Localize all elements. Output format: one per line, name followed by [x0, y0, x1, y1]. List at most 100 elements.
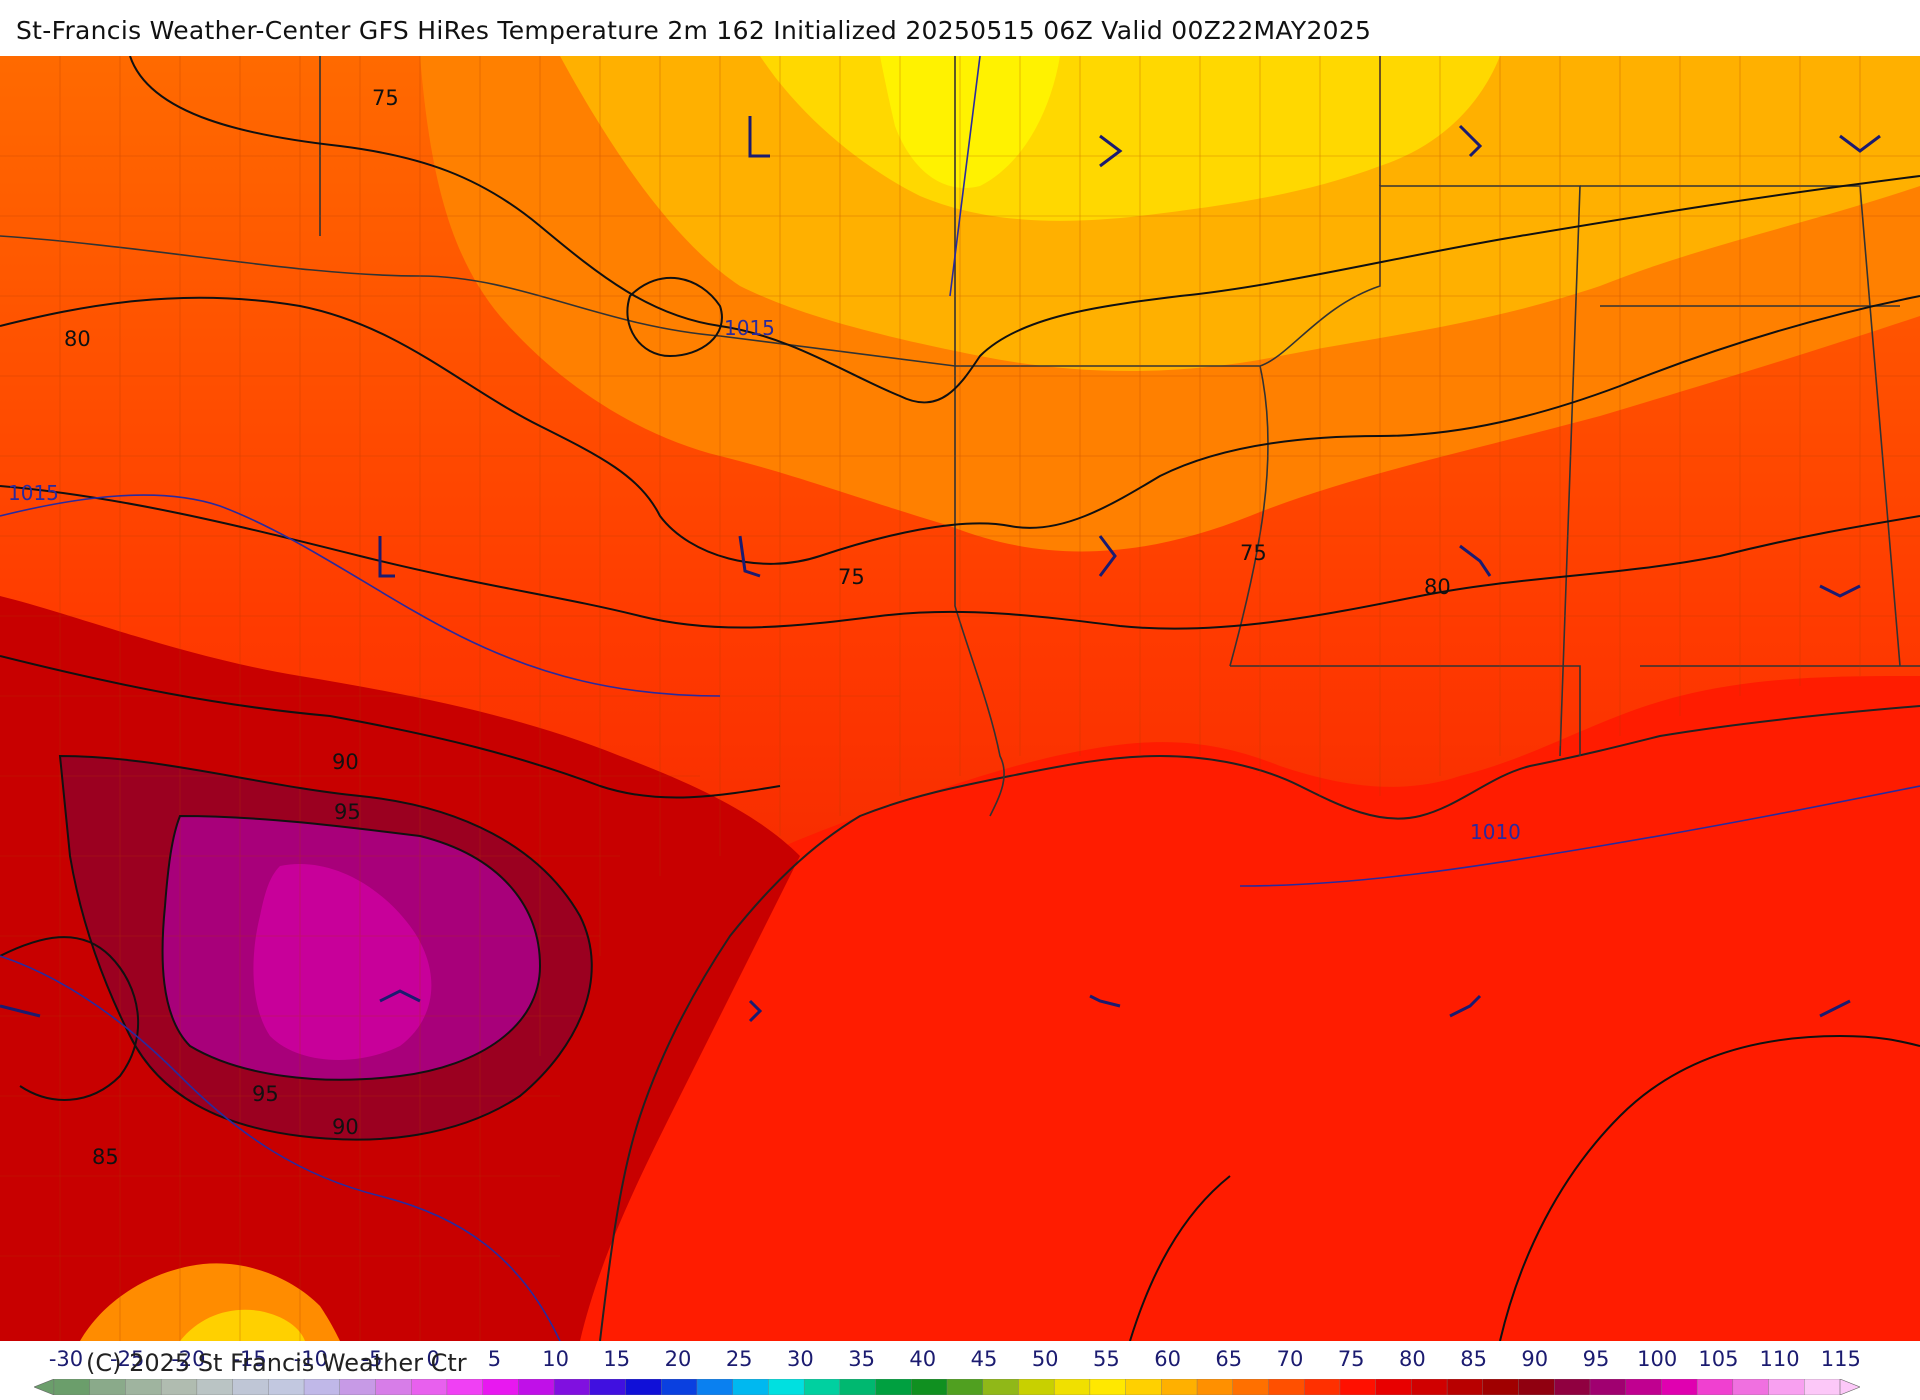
colorbar-tick: 5	[487, 1347, 502, 1371]
isobar-label-1010: 1010	[1470, 820, 1521, 844]
colorbar-tick: 100	[1637, 1347, 1678, 1371]
colorbar-cell	[89, 1379, 127, 1395]
colorbar-tick: 50	[1031, 1347, 1059, 1371]
colorbar-cell	[1232, 1379, 1270, 1395]
colorbar-cell	[1768, 1379, 1805, 1395]
colorbar-tick: 115	[1820, 1347, 1861, 1371]
colorbar-tick: 10	[542, 1347, 569, 1371]
colorbar-tick: 65	[1215, 1347, 1243, 1371]
temperature-colorbar: -30 -25 -20 -15 -10 -5 0 5 10 15 20 25 30 35 40 45 50 55 6…	[0, 1341, 1920, 1400]
isobar-label-1015-west: 1015	[8, 481, 59, 505]
colorbar-cell	[339, 1379, 377, 1395]
colorbar-cell	[875, 1379, 912, 1395]
colorbar-tick: 45	[970, 1347, 998, 1371]
temperature-map: 75 75 75 80 80 85 90 90 95 95 1015 1015 …	[0, 56, 1920, 1341]
colorbar-tick: -15	[232, 1347, 267, 1371]
colorbar-cell	[1446, 1379, 1484, 1395]
colorbar-cell	[411, 1379, 448, 1395]
colorbar-cell	[482, 1379, 520, 1395]
colorbar-tick: 105	[1698, 1347, 1739, 1371]
colorbar-tick: 25	[725, 1347, 753, 1371]
colorbar-tick: -25	[110, 1347, 145, 1371]
colorbar-cell	[1125, 1379, 1163, 1395]
wind-barbs	[0, 116, 1881, 1023]
colorbar-cell	[1732, 1379, 1770, 1395]
colorbar-cell	[1482, 1379, 1520, 1395]
colorbar-tick: 70	[1276, 1347, 1304, 1371]
colorbar-cell	[661, 1379, 698, 1395]
colorbar-cell	[125, 1379, 162, 1395]
colorbar-cell	[1625, 1379, 1663, 1395]
colorbar-tick: -20	[171, 1347, 206, 1371]
colorbar-cell	[1196, 1379, 1234, 1395]
colorbar-tick: 30	[787, 1347, 814, 1371]
county-lines	[0, 56, 1920, 1341]
colorbar-cell	[1053, 1379, 1091, 1395]
isobar-label-1015-center: 1015	[724, 316, 775, 340]
contour-label-80-east: 80	[1424, 575, 1451, 599]
colorbar-tick: 80	[1399, 1347, 1426, 1371]
colorbar-tick: 40	[909, 1347, 937, 1371]
colorbar-cell	[196, 1379, 234, 1395]
colorbar-cell	[1554, 1379, 1591, 1395]
colorbar-cell	[553, 1379, 591, 1395]
map-title: St-Francis Weather-Center GFS HiRes Temp…	[16, 16, 1372, 45]
contour-label-90-north: 90	[332, 750, 359, 774]
contour-label-80-west: 80	[64, 327, 91, 351]
colorbar-tick: 35	[848, 1347, 875, 1371]
colorbar-cell	[1696, 1379, 1734, 1395]
colorbar-cell	[1589, 1379, 1627, 1395]
contour-label-85: 85	[92, 1145, 119, 1169]
colorbar-cell	[232, 1379, 270, 1395]
colorbar-tick: 95	[1582, 1347, 1610, 1371]
colorbar-cell	[1518, 1379, 1555, 1395]
colorbar-cell	[375, 1379, 412, 1395]
colorbar-cell	[1161, 1379, 1198, 1395]
colorbar-cell	[446, 1379, 484, 1395]
colorbar-strip	[34, 1379, 1860, 1395]
colorbar-cell	[911, 1379, 948, 1395]
map-svg: 75 75 75 80 80 85 90 90 95 95 1015 1015 …	[0, 56, 1920, 1341]
contour-label-95-north: 95	[334, 800, 361, 824]
colorbar-tick: -30	[48, 1347, 84, 1371]
colorbar-cell	[1018, 1379, 1055, 1395]
colorbar-cell	[1661, 1379, 1698, 1395]
colorbar-cell	[625, 1379, 662, 1395]
colorbar-cell	[982, 1379, 1020, 1395]
colorbar-min-arrow	[34, 1379, 55, 1395]
colorbar-tick: 75	[1337, 1347, 1365, 1371]
colorbar-tick: -5	[361, 1347, 383, 1371]
gulf-waters	[560, 676, 1920, 1341]
colorbar-tick: 20	[664, 1347, 692, 1371]
colorbar-tick: 55	[1093, 1347, 1120, 1371]
colorbar-cell	[268, 1379, 305, 1395]
contour-label-95-south: 95	[252, 1082, 279, 1106]
colorbar-cell	[768, 1379, 805, 1395]
colorbar-cell	[53, 1379, 91, 1395]
colorbar-tick: 90	[1521, 1347, 1549, 1371]
colorbar-cell	[303, 1379, 341, 1395]
colorbar-tick: 110	[1759, 1347, 1800, 1371]
colorbar-cell	[518, 1379, 555, 1395]
colorbar-cell	[946, 1379, 984, 1395]
copyright-notice: (C) 2025 St Francis Weather Ctr	[86, 1349, 467, 1377]
contour-label-75-north: 75	[372, 86, 399, 110]
contour-label-75-center: 75	[838, 565, 865, 589]
cool-pocket-core	[180, 1309, 305, 1341]
pressure-isobars	[0, 56, 1920, 1341]
header-bar: St-Francis Weather-Center GFS HiRes Temp…	[0, 0, 1920, 57]
colorbar-tick: 0	[426, 1347, 440, 1371]
colorbar-cell	[1804, 1379, 1841, 1395]
colorbar-tick: -10	[293, 1347, 328, 1371]
colorbar-cell	[1411, 1379, 1448, 1395]
colorbar-cell	[803, 1379, 841, 1395]
colorbar-cell	[1268, 1379, 1305, 1395]
gulf-coastline	[599, 705, 1920, 1341]
colorbar-cell	[1089, 1379, 1127, 1395]
colorbar-cell	[732, 1379, 770, 1395]
contour-label-75-east: 75	[1240, 541, 1267, 565]
colorbar-cell	[160, 1379, 198, 1395]
colorbar-cell	[1339, 1379, 1377, 1395]
colorbar-cell	[839, 1379, 877, 1395]
colorbar-cell	[1303, 1379, 1341, 1395]
